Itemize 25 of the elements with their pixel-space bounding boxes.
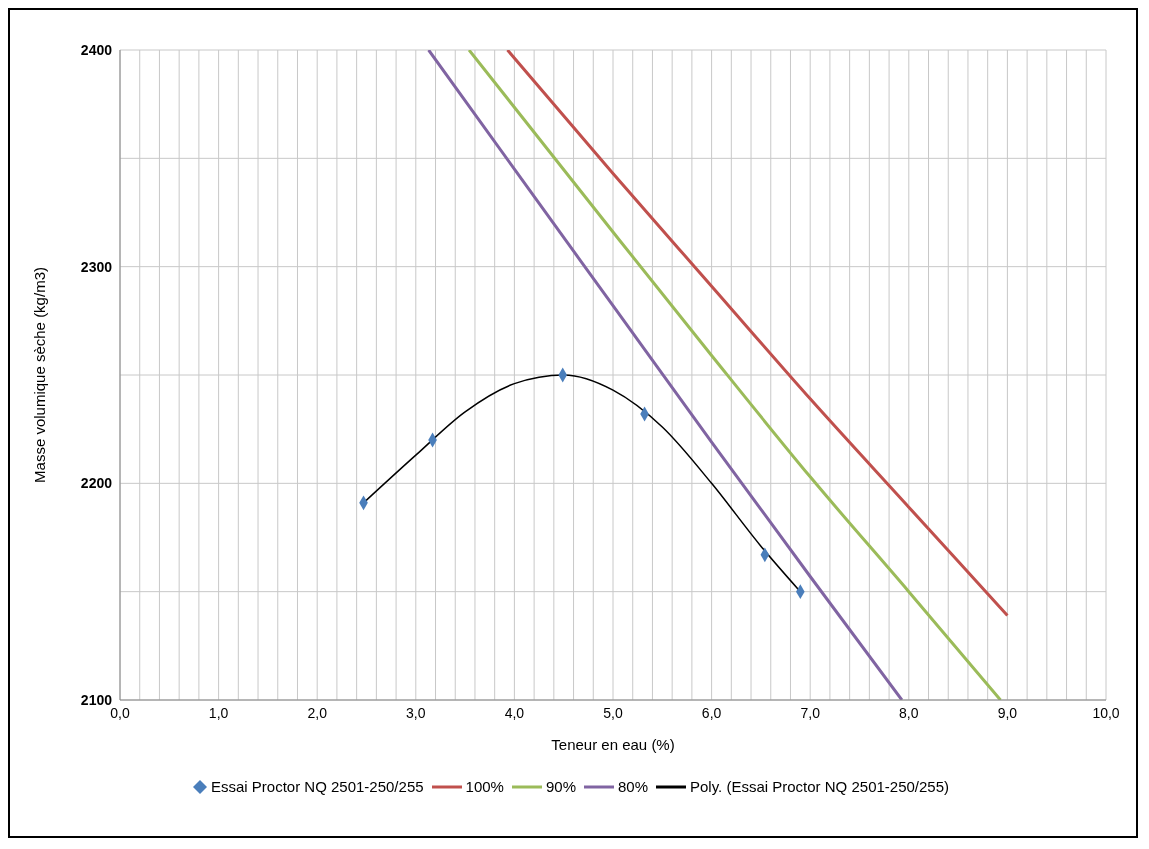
x-tick-label: 8,0 bbox=[899, 704, 919, 721]
x-tick-label: 0,0 bbox=[110, 704, 130, 721]
x-tick-label: 5,0 bbox=[603, 704, 623, 721]
line-series bbox=[427, 50, 904, 700]
x-tick-label: 4,0 bbox=[504, 704, 525, 721]
legend-label: 90% bbox=[545, 778, 576, 795]
x-tick-label: 2,0 bbox=[307, 704, 328, 721]
legend-label: Poly. (Essai Proctor NQ 2501-250/255) bbox=[690, 778, 950, 795]
x-tick-label: 9,0 bbox=[997, 704, 1018, 721]
x-tick-label: 10,0 bbox=[1092, 704, 1120, 721]
legend-label: 100% bbox=[465, 778, 504, 795]
y-tick-label: 2100 bbox=[80, 691, 113, 708]
x-tick-label: 1,0 bbox=[208, 704, 229, 721]
y-tick-label: 2400 bbox=[80, 41, 113, 58]
y-axis-title: Masse volumique sèche (kg/m3) bbox=[31, 267, 49, 483]
legend-label: Essai Proctor NQ 2501-250/255 bbox=[210, 778, 424, 795]
y-tick-label: 2200 bbox=[80, 475, 113, 492]
line-series bbox=[506, 50, 1009, 617]
legend-label: 80% bbox=[617, 778, 649, 795]
line-series bbox=[467, 50, 1002, 700]
x-axis-title: Teneur en eau (%) bbox=[551, 736, 675, 753]
x-tick-label: 7,0 bbox=[800, 704, 821, 721]
y-tick-label: 2300 bbox=[80, 258, 113, 275]
x-tick-label: 3,0 bbox=[406, 704, 426, 721]
x-tick-label: 6,0 bbox=[701, 704, 722, 721]
